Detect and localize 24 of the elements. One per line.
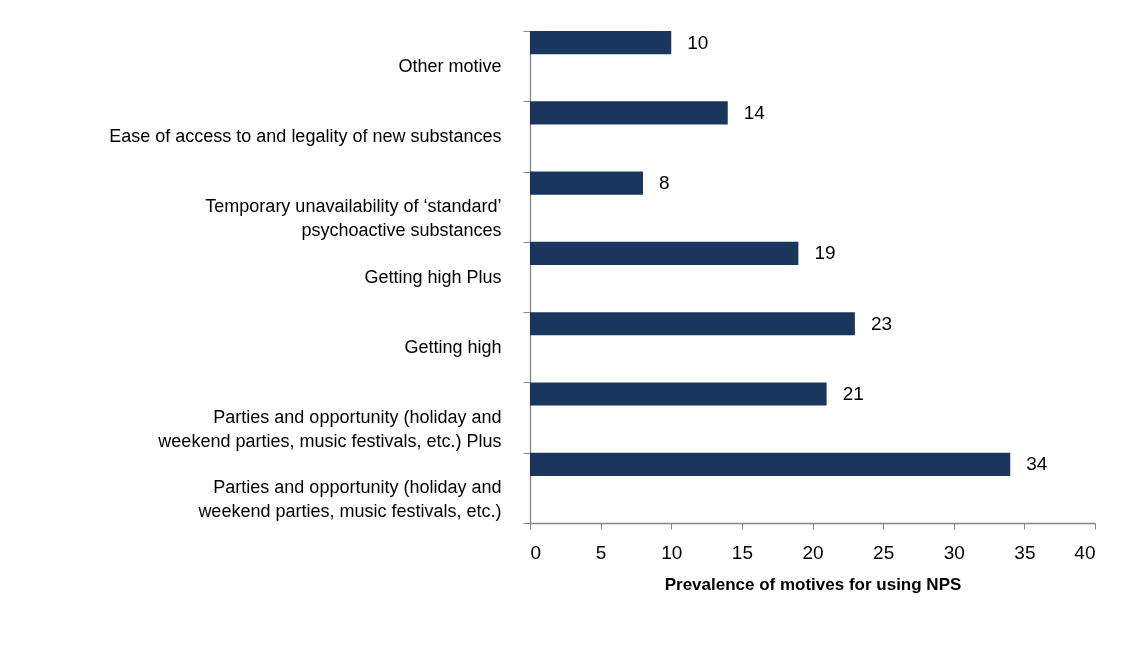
y-tick-label: Parties and opportunity (holiday and weekend parties, music festivals, etc.) <box>197 477 502 522</box>
x-tick-label: 35 <box>1014 541 1036 563</box>
x-tick-label: 40 <box>1074 541 1096 563</box>
y-tick-label: Ease of access to and legality of new substances <box>109 125 502 146</box>
x-tick-label: 15 <box>731 541 753 563</box>
y-tick-label: Getting high Plus <box>364 266 502 287</box>
x-tick-label: 10 <box>661 541 683 563</box>
data-label: 34 <box>1026 453 1048 475</box>
data-label: 21 <box>842 383 864 405</box>
data-label: 10 <box>687 31 709 53</box>
y-tick-label: Parties and opportunity (holiday and weekend parties, music festivals, etc.) Plus <box>157 407 502 452</box>
data-label: 23 <box>870 312 893 334</box>
x-tick-label: 5 <box>595 541 607 563</box>
x-tick-label: 20 <box>802 541 824 563</box>
x-axis-title: Prevalence of motives for using NPS <box>664 574 962 594</box>
x-tick-label: 30 <box>943 541 965 563</box>
y-tick-label: Temporary unavailability of ‘standard’ psychoactive substances <box>205 196 502 241</box>
data-label: 8 <box>659 172 670 194</box>
data-label: 14 <box>743 101 766 123</box>
y-tick-label: Other motive <box>398 55 502 76</box>
x-tick-label: 25 <box>873 541 895 563</box>
data-label: 19 <box>814 242 836 264</box>
y-tick-label: Getting high <box>404 336 502 357</box>
x-tick-label: 0 <box>530 541 542 563</box>
